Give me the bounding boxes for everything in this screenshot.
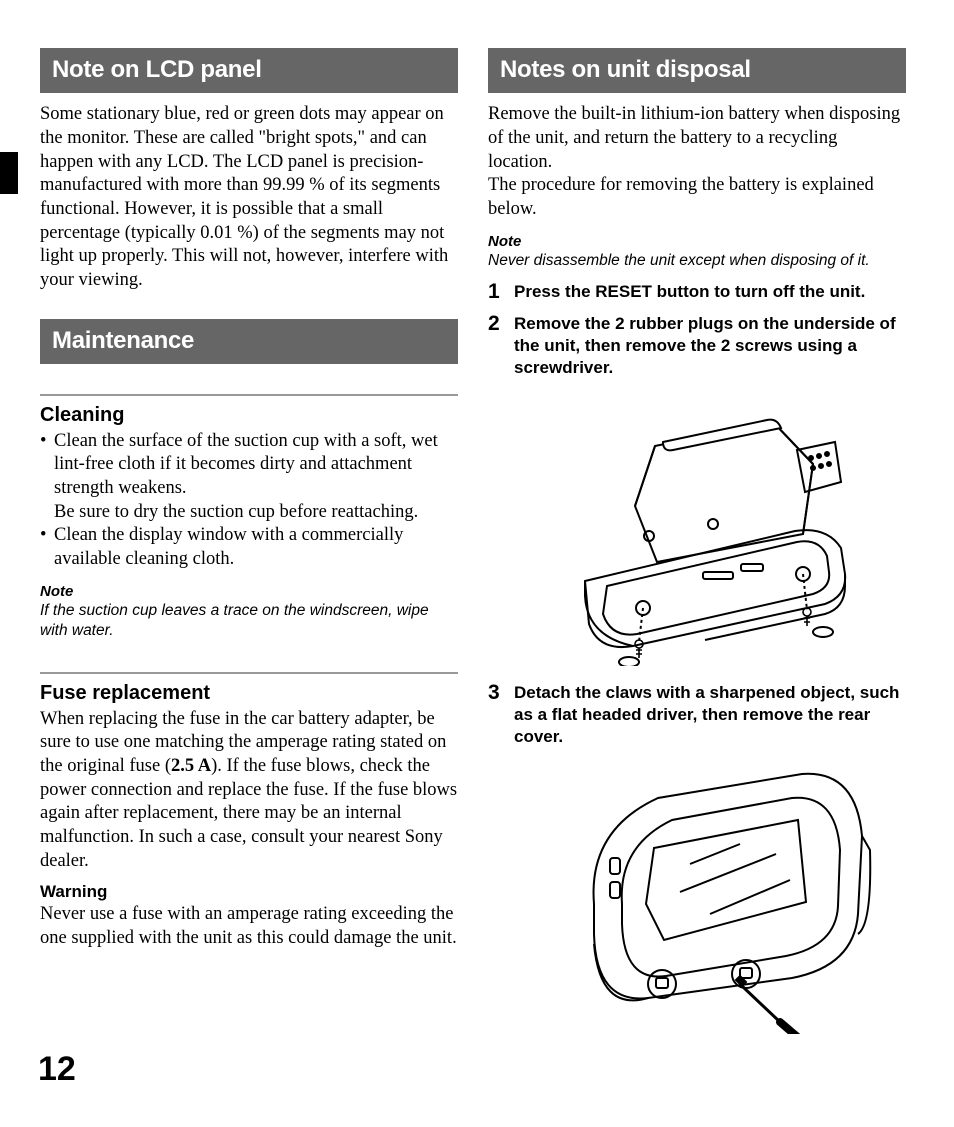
cleaning-bullet-1-line2: Be sure to dry the suction cup before re… [54,502,418,522]
step-3: Detach the claws with a sharpened object… [488,682,906,1041]
lcd-paragraph: Some stationary blue, red or green dots … [40,103,458,292]
disposal-steps-list: Press the RESET button to turn off the u… [488,281,906,1040]
right-column: Notes on unit disposal Remove the built-… [488,48,906,1051]
divider-cleaning [40,394,458,396]
divider-fuse [40,672,458,674]
section-heading-disposal: Notes on unit disposal [488,48,906,93]
section-heading-lcd: Note on LCD panel [40,48,458,93]
step-2-text: Remove the 2 rubber plugs on the undersi… [514,313,906,379]
step-3-text: Detach the claws with a sharpened object… [514,682,906,748]
cleaning-note-label: Note [40,582,458,602]
step-1: Press the RESET button to turn off the u… [488,281,906,303]
page-edge-tab [0,152,18,194]
subheading-cleaning: Cleaning [40,402,458,428]
warning-label: Warning [40,881,458,903]
underside-illustration-icon [545,386,875,666]
subheading-fuse: Fuse replacement [40,680,458,706]
cleaning-bullet-1: Clean the surface of the suction cup wit… [40,430,458,525]
fuse-amp-value: 2.5 A [171,756,211,776]
cleaning-bullet-list: Clean the surface of the suction cup wit… [40,430,458,572]
cleaning-bullet-2: Clean the display window with a commerci… [40,524,458,571]
warning-body: Never use a fuse with an amperage rating… [40,903,458,950]
cleaning-note-body: If the suction cup leaves a trace on the… [40,601,458,641]
figure-2 [514,754,906,1040]
left-column: Note on LCD panel Some stationary blue, … [40,48,458,1051]
disposal-note-body: Never disassemble the unit except when d… [488,251,906,271]
two-column-layout: Note on LCD panel Some stationary blue, … [40,48,906,1051]
disposal-intro-1: Remove the built-in lithium-ion battery … [488,103,906,174]
figure-1 [514,386,906,672]
disposal-note-label: Note [488,232,906,252]
disposal-intro-2: The procedure for removing the battery i… [488,174,906,221]
section-heading-maintenance: Maintenance [40,319,458,364]
page-number: 12 [38,1047,76,1091]
step-2: Remove the 2 rubber plugs on the undersi… [488,313,906,672]
rear-cover-illustration-icon [540,754,880,1034]
fuse-paragraph: When replacing the fuse in the car batte… [40,708,458,874]
cleaning-bullet-1-line1: Clean the surface of the suction cup wit… [54,431,438,498]
step-1-text: Press the RESET button to turn off the u… [514,281,906,303]
